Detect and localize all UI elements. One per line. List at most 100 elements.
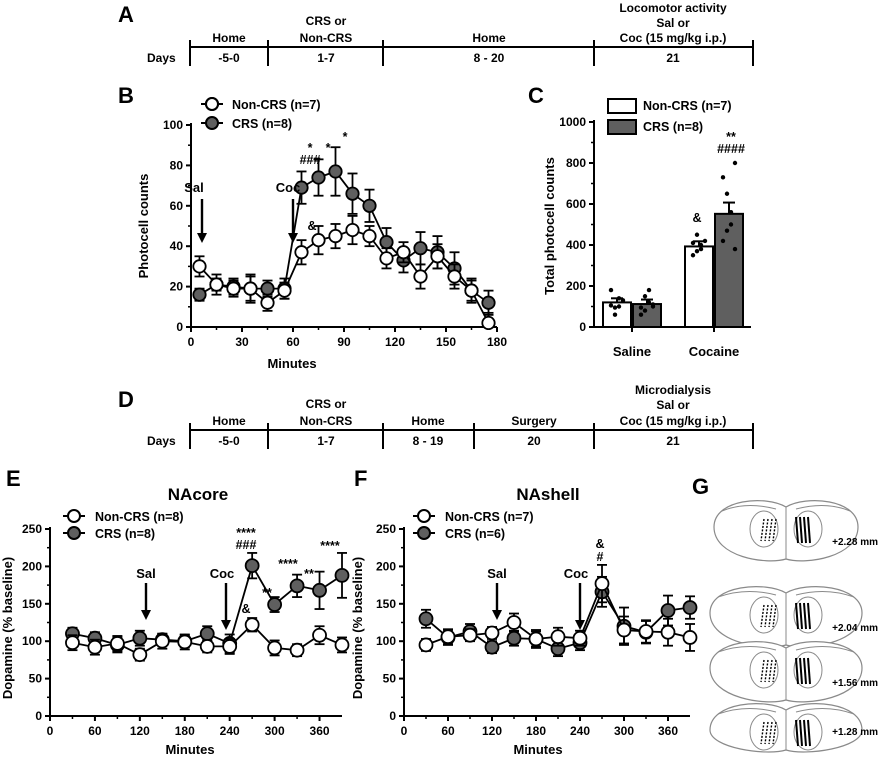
chart-b-legend: Non-CRS (n=7) CRS (n=8) [201, 97, 321, 131]
brain-section-cortex-line [721, 505, 777, 512]
chart-b-noncrs-point [345, 222, 360, 238]
brain-probe-track-core [807, 602, 811, 630]
brain-probe-track-core [807, 516, 811, 544]
panel-label-c: C [528, 83, 544, 108]
panel-label-g: G [692, 474, 709, 499]
chart-f-noncrs-point [616, 622, 632, 638]
brain-section-region [793, 651, 823, 689]
chart-b-coc-label: Coc [276, 180, 301, 195]
brain-probe-track-core [807, 657, 811, 685]
chart-c-crs-point [724, 228, 730, 233]
legend-c-noncrs-swatch [607, 98, 637, 114]
brain-probe-track-core [795, 657, 799, 685]
chart-e-y-tick-label: 50 [29, 672, 43, 686]
chart-b-crs-point [192, 287, 207, 302]
chart-f-y-tick-label: 50 [383, 672, 397, 686]
chart-e-y-tick-label: 200 [22, 559, 42, 573]
timeline-d-days-label: Days [147, 434, 176, 448]
chart-c-noncrs-point [608, 303, 614, 308]
brain-level-label: +2.04 mm [832, 623, 878, 634]
brain-section-region [793, 596, 823, 634]
chart-b-noncrs-point [192, 259, 207, 274]
chart-e-noncrs-point [289, 642, 305, 658]
chart-e-sig-star: **** [320, 539, 340, 553]
timeline-a-day: -5-0 [218, 51, 240, 65]
brain-section-region [749, 713, 779, 751]
chart-b-noncrs-point [379, 251, 394, 266]
chart-e-arrow-coc-head [221, 620, 231, 630]
timeline-d-surgery: Surgery [511, 414, 557, 428]
chart-e-sig-amp: & [241, 602, 250, 616]
brain-sections: +2.28 mm +2.04 mm +1.56 mm +1.28 mm [709, 500, 878, 753]
chart-f-y-tick-label: 100 [376, 634, 396, 648]
chart-c-sig-hash: #### [717, 142, 745, 156]
chart-c-crs-point [728, 222, 734, 227]
brain-probe-track-core [807, 719, 811, 747]
brain-probe-track-shell [772, 604, 777, 628]
chart-e-x-tick-label: 180 [175, 724, 195, 738]
timeline-d [189, 423, 754, 449]
chart-b-crs-point [328, 164, 343, 179]
chart-f-coc-label: Coc [564, 566, 589, 581]
chart-f-sal-label: Sal [487, 566, 507, 581]
chart-f-x-tick-label: 300 [614, 724, 634, 738]
chart-b-noncrs-point [464, 283, 479, 298]
chart-e-nacore: 0 50 100 150 200 250 0 60 120 180 240 300 360 [22, 522, 350, 738]
brain-probe-track-shell [760, 721, 765, 745]
chart-b-y-tick-label: 100 [163, 118, 183, 132]
brain-probe-track-core [803, 602, 807, 630]
timeline-a-crs-line1: CRS or [306, 14, 347, 28]
chart-c-crs-point [642, 308, 648, 313]
panel-label-b: B [118, 83, 134, 108]
timeline-d-day: 21 [666, 434, 680, 448]
chart-f-noncrs-point [528, 631, 544, 647]
legend-b-noncrs-dot [205, 97, 219, 111]
timeline-a-day: 21 [666, 51, 680, 65]
chart-c-y-tick-label: 1000 [559, 115, 586, 129]
chart-e-x-tick-label: 60 [88, 724, 102, 738]
brain-probe-track-core [799, 719, 803, 747]
timeline-a-home2: Home [472, 31, 506, 45]
chart-f-sig-amp: & [595, 537, 604, 551]
chart-f-arrow-coc-head [575, 620, 585, 630]
chart-f-noncrs-point [594, 576, 610, 592]
brain-probe-track-shell [764, 604, 769, 628]
chart-c-crs-point [638, 312, 644, 317]
chart-e-x-tick-label: 0 [47, 724, 54, 738]
chart-f-arrow-sal-head [492, 610, 502, 620]
chart-c-crs-point [646, 287, 652, 293]
chart-f-noncrs-point [484, 625, 500, 641]
chart-b-noncrs-point [277, 283, 292, 298]
chart-c-crs-point [732, 246, 738, 252]
brain-probe-track-shell [772, 518, 777, 542]
chart-b-noncrs-point [260, 295, 275, 310]
chart-c-cat-saline: Saline [613, 344, 651, 359]
brain-level-label: +1.28 mm [832, 727, 878, 738]
chart-c-noncrs-point [698, 242, 704, 248]
chart-e-noncrs-point [65, 635, 80, 651]
brain-probe-track-shell [764, 659, 769, 683]
chart-f-noncrs-point [506, 615, 522, 630]
chart-e-x-tick-label: 300 [265, 724, 285, 738]
timeline-a-days-label: Days [147, 51, 176, 65]
brain-section-cortex-line [717, 708, 777, 715]
chart-c-sig-star: ** [726, 130, 736, 144]
chart-f-xlabel: Minutes [513, 742, 562, 757]
chart-f-noncrs-point [418, 637, 434, 653]
chart-c-crs-point [650, 302, 656, 307]
panel-label-f: F [354, 466, 367, 491]
chart-b-noncrs-point [294, 245, 309, 260]
chart-c-crs-point [720, 175, 726, 180]
brain-section-region [749, 510, 779, 548]
chart-b-x-tick-label: 90 [337, 335, 351, 349]
chart-b-crs-point [481, 295, 496, 310]
timeline-a-day: 8 - 20 [474, 51, 505, 65]
chart-b-crs-point [379, 235, 394, 250]
chart-b-y-tick-label: 60 [170, 199, 184, 213]
chart-e-crs-point [199, 626, 215, 642]
chart-b-sig-hash: ### [300, 153, 321, 167]
chart-b-sig-star: * [326, 141, 331, 155]
chart-e-noncrs-point [267, 640, 283, 656]
chart-e-crs-point [289, 578, 305, 594]
